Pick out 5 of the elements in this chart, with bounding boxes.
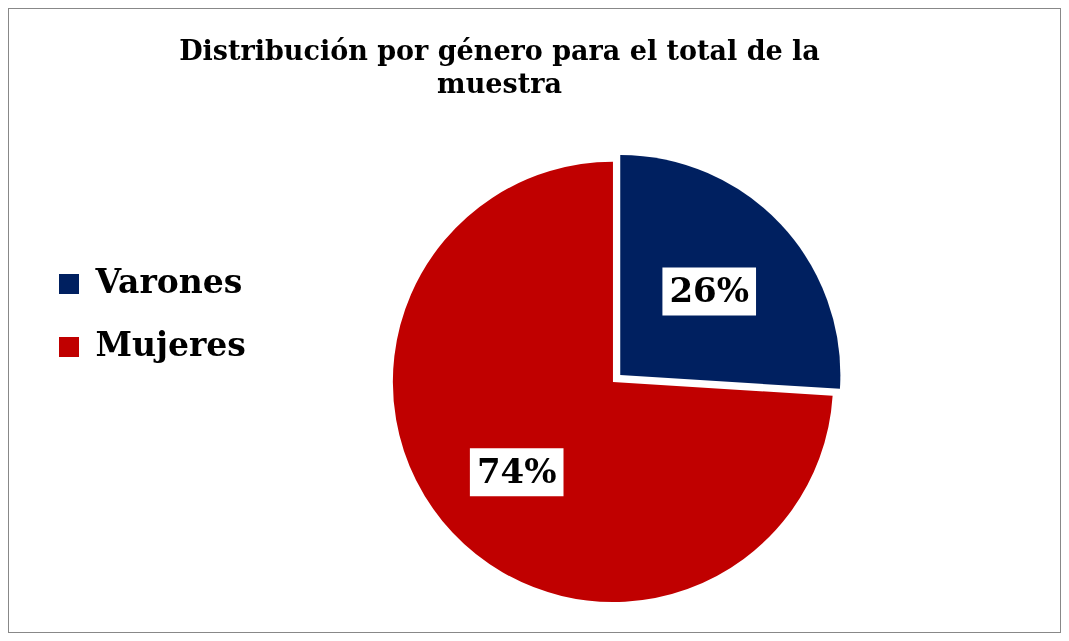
legend-label: Varones [94,261,243,301]
legend-label: Mujeres [95,324,246,364]
chart-title: Distribución por género para el total de la muestra [179,35,820,99]
data-label: 26% [669,270,750,311]
data-label: 74% [476,451,557,492]
